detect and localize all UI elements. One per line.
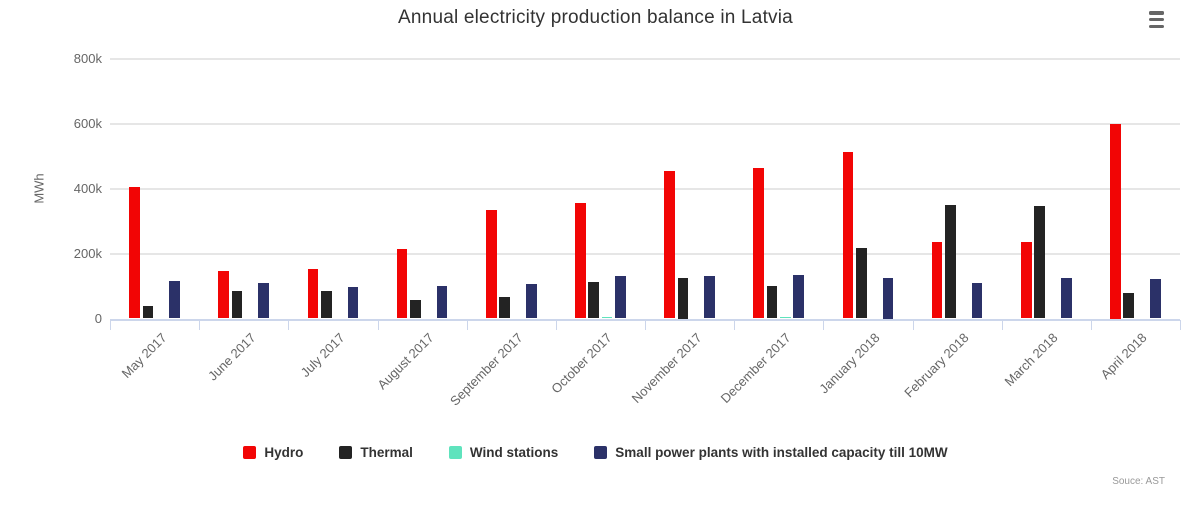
x-axis-tick: [555, 319, 557, 330]
bar-hydro[interactable]: [218, 270, 230, 319]
bar-thermal[interactable]: [499, 297, 510, 319]
y-axis-tick-label: 0: [94, 310, 102, 326]
bar-small[interactable]: [347, 286, 359, 319]
gridline: [110, 187, 1180, 190]
bar-small[interactable]: [258, 282, 270, 319]
hamburger-icon: [1149, 24, 1164, 28]
bar-thermal[interactable]: [1123, 293, 1135, 319]
x-axis-tick: [645, 319, 646, 330]
bar-hydro[interactable]: [1020, 241, 1032, 319]
bar-small[interactable]: [1060, 278, 1072, 319]
bar-hydro[interactable]: [396, 248, 408, 319]
x-axis-category-label: January 2018: [816, 329, 883, 396]
bar-hydro[interactable]: [1110, 123, 1121, 319]
bar-thermal[interactable]: [1034, 206, 1045, 319]
bar-hydro[interactable]: [485, 209, 497, 319]
legend-item-hydro[interactable]: Hydro: [243, 445, 303, 460]
bar-small[interactable]: [615, 276, 626, 319]
x-axis-category-label: November 2017: [628, 329, 705, 406]
bar-small[interactable]: [436, 285, 448, 319]
gridline: [110, 252, 1180, 255]
legend-symbol-square: [243, 446, 257, 459]
legend-item-small[interactable]: Small power plants with installed capaci…: [594, 445, 948, 460]
x-axis-tick: [199, 319, 201, 330]
bar-thermal[interactable]: [231, 291, 243, 319]
bar-small[interactable]: [882, 277, 894, 319]
bar-small[interactable]: [793, 275, 805, 319]
x-axis-category-label: August 2017: [374, 329, 437, 392]
legend-label: Hydro: [264, 445, 304, 460]
x-axis-tick: [288, 319, 290, 330]
x-axis-tick: [110, 319, 111, 330]
x-axis-tick: [823, 319, 825, 330]
gridline: [110, 58, 1180, 60]
bar-hydro[interactable]: [842, 151, 854, 319]
legend-label: Wind stations: [469, 445, 559, 460]
chart-title: Annual electricity production balance in…: [398, 7, 793, 28]
bar-thermal[interactable]: [320, 291, 332, 319]
x-axis-category-label: April 2018: [1098, 329, 1151, 382]
bar-hydro[interactable]: [575, 202, 586, 319]
y-axis-tick-label: 800k: [73, 51, 102, 66]
x-axis-tick: [1180, 319, 1181, 330]
legend-label: Thermal: [360, 445, 413, 460]
y-axis-tick-label: 600k: [73, 115, 102, 131]
bar-hydro[interactable]: [664, 170, 675, 319]
bar-wind[interactable]: [780, 316, 791, 319]
hamburger-icon: [1149, 11, 1164, 15]
legend-item-wind[interactable]: Wind stations: [448, 445, 559, 460]
x-axis-category-label: July 2017: [297, 329, 348, 380]
bar-thermal[interactable]: [142, 306, 154, 319]
legend: Hydro Thermal Wind stations Small power pla…: [0, 445, 1191, 460]
bar-thermal[interactable]: [677, 277, 689, 319]
legend-symbol-square: [339, 446, 353, 459]
x-axis-category-label: December 2017: [717, 329, 794, 406]
credits-link[interactable]: Souce: AST: [1112, 476, 1165, 487]
bar-small[interactable]: [1150, 279, 1161, 319]
bar-small[interactable]: [704, 276, 715, 319]
y-axis-tick-label: 200k: [73, 245, 102, 261]
legend-item-thermal[interactable]: Thermal: [339, 445, 413, 460]
x-axis-tick: [1090, 319, 1092, 330]
bar-thermal[interactable]: [410, 299, 421, 319]
x-axis-tick: [912, 319, 914, 330]
legend-symbol-square: [594, 446, 608, 459]
bar-thermal[interactable]: [766, 285, 778, 319]
bar-hydro[interactable]: [753, 168, 765, 319]
x-axis-category-label: June 2017: [204, 329, 259, 384]
hamburger-icon: [1149, 17, 1164, 22]
x-axis-category-label: October 2017: [548, 329, 616, 396]
legend-symbol-square: [448, 446, 462, 459]
bar-thermal[interactable]: [588, 282, 600, 319]
bar-small[interactable]: [525, 284, 537, 319]
y-axis-tick-label: 400k: [73, 180, 102, 196]
x-axis-category-label: September 2017: [447, 329, 526, 409]
bar-wind[interactable]: [601, 317, 613, 319]
bar-hydro[interactable]: [307, 268, 319, 319]
x-axis-category-label: May 2017: [118, 329, 170, 381]
x-axis-tick: [1001, 319, 1003, 330]
bar-hydro[interactable]: [129, 187, 140, 319]
legend-label: Small power plants with installed capaci…: [615, 445, 948, 460]
bar-thermal[interactable]: [855, 248, 867, 319]
bar-small[interactable]: [971, 282, 983, 319]
x-axis-tick: [377, 319, 379, 330]
bar-small[interactable]: [169, 280, 180, 319]
bar-thermal[interactable]: [945, 204, 956, 319]
bar-hydro[interactable]: [931, 241, 943, 319]
x-axis-tick: [466, 319, 468, 330]
gridline: [110, 122, 1180, 125]
x-axis-tick: [734, 319, 736, 330]
x-axis-category-label: February 2018: [901, 329, 972, 400]
chart-context-menu-button[interactable]: [1147, 10, 1167, 29]
x-axis-category-label: March 2018: [1001, 329, 1061, 389]
